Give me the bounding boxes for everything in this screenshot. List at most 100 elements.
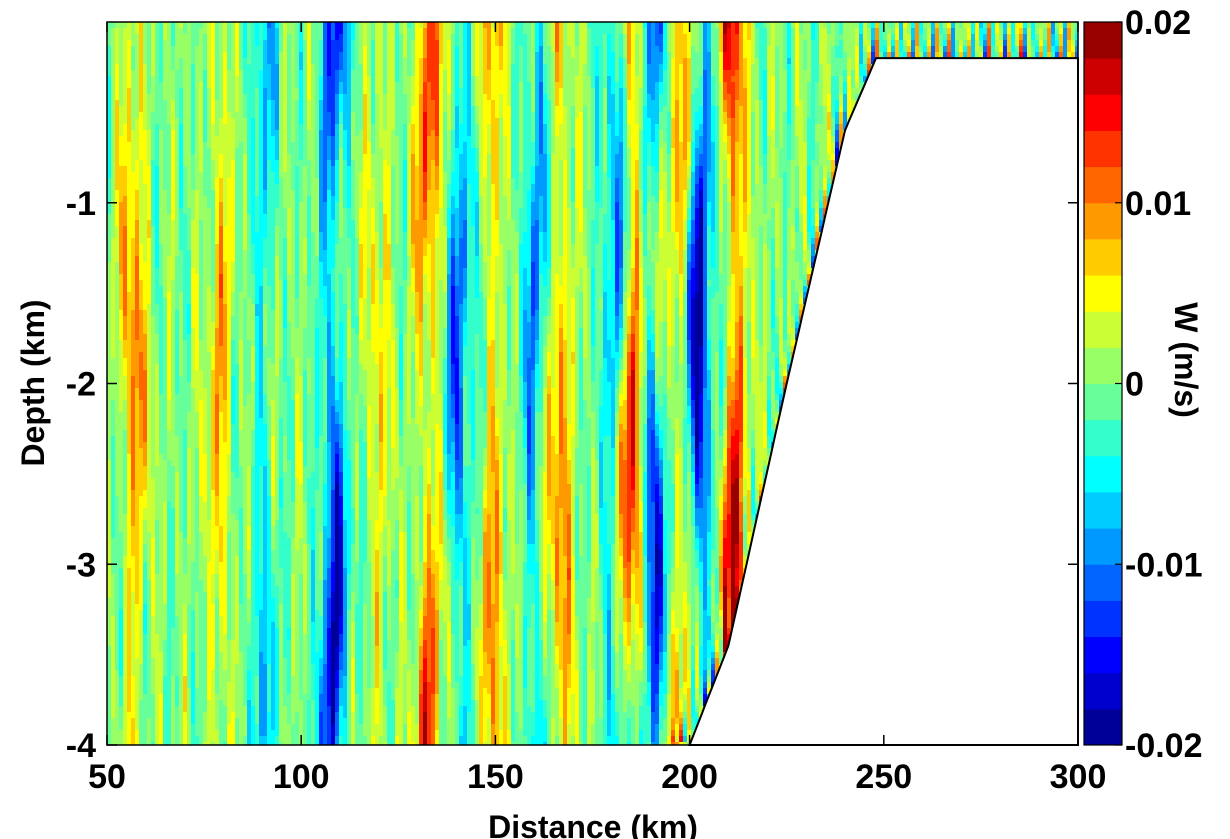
heatmap-cell (327, 64, 332, 71)
heatmap-cell (467, 94, 472, 101)
heatmap-cell (619, 154, 624, 161)
heatmap-cell (183, 82, 188, 89)
heatmap-cell (735, 82, 740, 89)
heatmap-cell (303, 142, 308, 149)
heatmap-cell (779, 94, 784, 101)
heatmap-cell (187, 142, 192, 149)
heatmap-cell (751, 94, 756, 101)
heatmap-cell (127, 70, 132, 77)
heatmap-cell (927, 34, 932, 41)
heatmap-cell (323, 160, 328, 167)
heatmap-cell (567, 88, 572, 95)
heatmap-cell (271, 76, 276, 83)
heatmap-cell (731, 112, 736, 119)
heatmap-cell (807, 100, 812, 107)
heatmap-cell (163, 94, 168, 101)
heatmap-cell (295, 88, 300, 95)
heatmap-cell (367, 100, 372, 107)
heatmap-cell (519, 160, 524, 167)
heatmap-cell (811, 76, 816, 83)
heatmap-cell (491, 76, 496, 83)
heatmap-cell (223, 124, 228, 131)
heatmap-cell (839, 88, 844, 95)
heatmap-cell (395, 106, 400, 113)
heatmap-cell (411, 28, 416, 35)
heatmap-cell (799, 40, 804, 47)
heatmap-cell (643, 142, 648, 149)
heatmap-cell (307, 52, 312, 59)
heatmap-cell (887, 34, 892, 41)
heatmap-cell (439, 76, 444, 83)
heatmap-cell (411, 100, 416, 107)
heatmap-cell (879, 34, 884, 41)
heatmap-cell (603, 40, 608, 47)
heatmap-cell (699, 58, 704, 65)
heatmap-cell (627, 112, 632, 119)
heatmap-cell (263, 52, 268, 59)
heatmap-cell (163, 160, 168, 167)
heatmap-cell (467, 112, 472, 119)
heatmap-cell (399, 46, 404, 53)
heatmap-cell (631, 70, 636, 77)
heatmap-cell (343, 142, 348, 149)
heatmap-cell (143, 100, 148, 107)
heatmap-cell (639, 112, 644, 119)
heatmap-cell (151, 160, 156, 167)
heatmap-cell (211, 124, 216, 131)
heatmap-cell (251, 160, 256, 167)
heatmap-cell (507, 28, 512, 35)
heatmap-cell (495, 76, 500, 83)
heatmap-cell (819, 142, 824, 149)
heatmap-cell (651, 52, 656, 59)
heatmap-cell (619, 64, 624, 71)
heatmap-cell (607, 154, 612, 161)
heatmap-cell (167, 70, 172, 77)
heatmap-cell (787, 22, 792, 29)
heatmap-cell (275, 22, 280, 29)
heatmap-cell (851, 76, 856, 83)
heatmap-cell (759, 34, 764, 41)
heatmap-cell (475, 142, 480, 149)
heatmap-cell (811, 142, 816, 149)
heatmap-cell (831, 70, 836, 77)
heatmap-cell (655, 154, 660, 161)
heatmap-cell (431, 88, 436, 95)
heatmap-cell (811, 82, 816, 89)
heatmap-cell (415, 34, 420, 41)
heatmap-cell (371, 70, 376, 77)
heatmap-cell (795, 88, 800, 95)
heatmap-cell (167, 46, 172, 53)
heatmap-cell (283, 124, 288, 131)
heatmap-cell (559, 40, 564, 47)
heatmap-cell (351, 136, 356, 143)
heatmap-cell (439, 112, 444, 119)
heatmap-cell (363, 112, 368, 119)
heatmap-cell (827, 76, 832, 83)
heatmap-cell (679, 106, 684, 113)
heatmap-cell (823, 46, 828, 53)
heatmap-cell (691, 130, 696, 137)
heatmap-cell (875, 40, 880, 47)
heatmap-cell (527, 148, 532, 155)
heatmap-cell (671, 124, 676, 131)
heatmap-cell (771, 22, 776, 29)
heatmap-cell (311, 130, 316, 137)
heatmap-cell (647, 160, 652, 167)
heatmap-cell (727, 148, 732, 155)
heatmap-cell (523, 88, 528, 95)
heatmap-cell (307, 148, 312, 155)
heatmap-cell (1067, 22, 1072, 29)
heatmap-cell (895, 34, 900, 41)
heatmap-cell (515, 94, 520, 101)
heatmap-cell (499, 118, 504, 125)
heatmap-cell (831, 28, 836, 35)
heatmap-cell (299, 88, 304, 95)
heatmap-cell (487, 46, 492, 53)
heatmap-cell (631, 22, 636, 29)
heatmap-cell (383, 124, 388, 131)
heatmap-cell (943, 40, 948, 47)
heatmap-cell (607, 88, 612, 95)
heatmap-cell (767, 124, 772, 131)
heatmap-cell (327, 142, 332, 149)
heatmap-cell (307, 22, 312, 29)
